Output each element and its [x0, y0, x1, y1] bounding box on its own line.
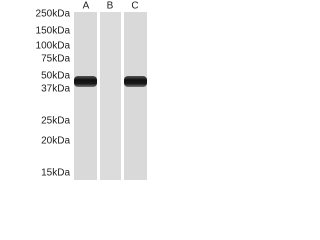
marker-label: 250kDa — [36, 9, 71, 20]
lane — [100, 12, 121, 180]
marker-label: 25kDa — [41, 116, 70, 127]
lane-label: B — [107, 1, 114, 12]
marker-label: 15kDa — [41, 168, 70, 179]
western-blot: A B C 250kDa 150kDa 100kDa 75kDa 50kDa 37kDa 25kD… — [36, 1, 147, 180]
marker-label: 100kDa — [36, 41, 71, 52]
lane — [74, 12, 97, 180]
band — [74, 76, 97, 87]
marker-label: 20kDa — [41, 136, 70, 147]
lane-label: C — [131, 1, 138, 12]
marker-label: 37kDa — [41, 84, 70, 95]
marker-label: 50kDa — [41, 71, 70, 82]
marker-label: 75kDa — [41, 54, 70, 65]
marker-label: 150kDa — [36, 26, 71, 37]
band — [124, 76, 147, 87]
lane — [124, 12, 147, 180]
lane-label: A — [83, 1, 90, 12]
